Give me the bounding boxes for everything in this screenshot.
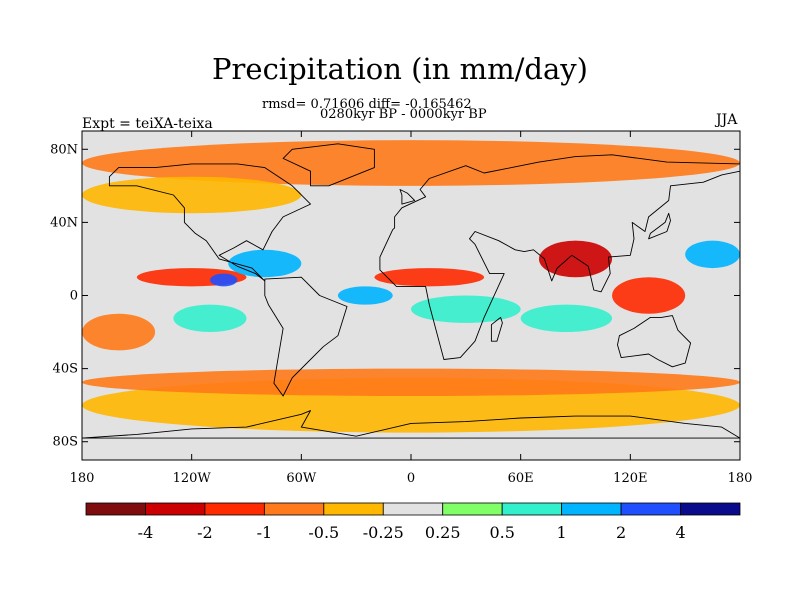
anomaly-region-12: [82, 313, 156, 351]
colorbar-swatch: [501, 502, 563, 516]
coastline-eurasia-africa: [379, 154, 740, 360]
experiment-label: Expt = teiXA-teixa: [82, 116, 213, 132]
period-label: 0280kyr BP - 0000kyr BP: [320, 107, 487, 122]
anomaly-region-14: [520, 304, 613, 333]
anomaly-region-13: [173, 304, 247, 333]
colorbar-swatch: [85, 502, 146, 516]
lat-tick-label: 0: [70, 289, 78, 304]
lat-tick-label: 40S: [53, 362, 78, 377]
anomaly-region-4: [228, 249, 302, 278]
anomaly-region-10: [612, 277, 686, 314]
stats-line: rmsd= 0.71606 diff= -0.165462: [262, 97, 472, 112]
colorbar-swatch: [382, 502, 444, 516]
lon-tick-label: 180: [70, 471, 95, 486]
anomaly-region-6: [337, 286, 393, 305]
map-plot-area: [82, 131, 740, 460]
lat-tick-label: 40N: [50, 215, 78, 230]
coastline-antarctica: [82, 410, 740, 439]
colorbar-label: 4: [675, 523, 685, 542]
colorbar-label: -4: [138, 523, 154, 542]
colorbar-label: 2: [616, 523, 626, 542]
anomaly-region-8: [411, 295, 521, 323]
anomaly-region-11: [685, 240, 740, 269]
anomaly-region-1: [82, 140, 740, 186]
colorbar: -4 -2 -1 -0.5 -0.25 0.25 0.5 1 2 4: [85, 502, 741, 542]
colorbar-label: 0.5: [489, 523, 514, 542]
colorbar-label: -2: [197, 523, 213, 542]
lon-tick-label: 0: [407, 471, 415, 486]
anomaly-region-2: [82, 176, 302, 214]
colorbar-swatch: [323, 502, 384, 516]
lon-tick-label: 60E: [508, 471, 534, 486]
colorbar-swatch: [204, 502, 265, 516]
lon-tick-label: 180: [728, 471, 753, 486]
coastline-japan: [648, 212, 671, 240]
colorbar-swatch: [561, 502, 622, 516]
lon-tick-label: 120E: [613, 471, 647, 486]
anomaly-region-9: [538, 240, 613, 278]
chart-title: Precipitation (in mm/day): [212, 52, 588, 86]
colorbar-label: -1: [257, 523, 273, 542]
anomaly-region-15: [82, 368, 740, 397]
axis-ticks: 80N 40N 0 40S 80S 180 120W 60W 0 60E 120E 180: [50, 131, 752, 486]
coastline-greenland: [282, 143, 375, 187]
coastline-madagascar: [490, 316, 503, 342]
coastline-australia: [617, 315, 692, 368]
season-label: JJA: [716, 112, 738, 128]
coastline-uk: [399, 189, 416, 205]
colorbar-label: -0.5: [308, 523, 339, 542]
lat-tick-label: 80S: [53, 435, 78, 450]
colorbar-swatch: [145, 502, 206, 516]
lon-tick-label: 60W: [286, 471, 317, 486]
coastline-south-america: [264, 276, 348, 397]
colorbar-swatch: [263, 502, 325, 516]
colorbar-swatch: [680, 502, 741, 516]
colorbar-label: -0.25: [363, 523, 404, 542]
coastlines: [82, 143, 740, 439]
colorbar-swatch: [442, 502, 503, 516]
lon-tick-label: 120W: [173, 471, 212, 486]
anomaly-region-5: [209, 273, 238, 287]
lat-tick-label: 80N: [50, 142, 78, 157]
colorbar-label: 1: [557, 523, 567, 542]
colorbar-label: 0.25: [425, 523, 461, 542]
anomaly-region-7: [374, 268, 485, 287]
coastline-north-america: [108, 163, 311, 282]
colorbar-swatch: [620, 502, 681, 516]
